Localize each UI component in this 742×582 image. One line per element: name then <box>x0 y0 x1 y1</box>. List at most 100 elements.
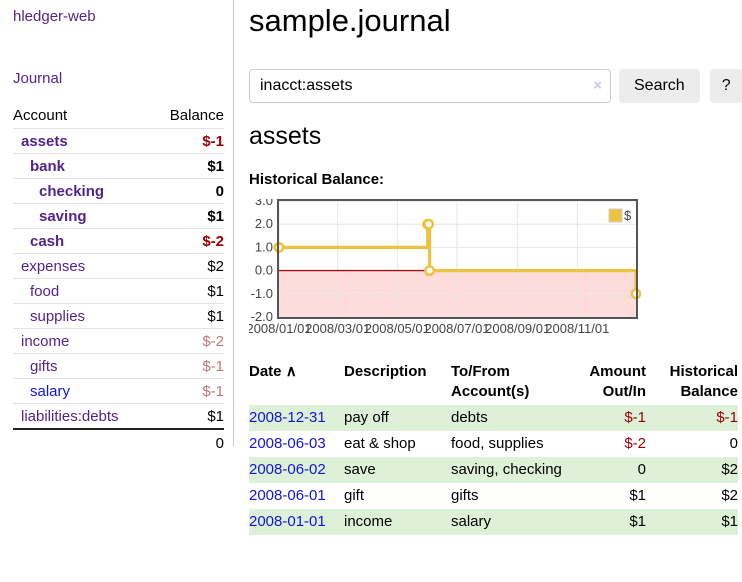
transaction-description: income <box>344 513 393 530</box>
search-input[interactable] <box>249 69 611 103</box>
account-heading: assets <box>249 122 322 150</box>
sidebar-account-link[interactable]: bank <box>30 157 66 175</box>
sidebar-divider <box>233 0 234 446</box>
svg-text:2.0: 2.0 <box>255 216 273 231</box>
register-header-balance: Historical Balance <box>669 363 738 400</box>
sidebar-account-row: bank $1 <box>13 153 224 179</box>
accounts-table: Account Balance assets $-1 bank $1 check… <box>13 104 224 456</box>
sidebar-account-row: cash $-2 <box>13 228 224 254</box>
sidebar-account-link[interactable]: checking <box>39 182 105 200</box>
svg-text:2008/05/01: 2008/05/01 <box>365 321 430 336</box>
register-table: Date ∧ Description To/From Account(s) Am… <box>249 359 738 535</box>
sidebar-account-row: income $-2 <box>13 328 224 354</box>
transaction-amount: $-2 <box>624 435 646 452</box>
register-header-date-label: Date <box>249 363 282 380</box>
transaction-accounts: salary <box>451 513 492 530</box>
clear-search-icon[interactable]: × <box>593 77 602 94</box>
sidebar-account-row: saving $1 <box>13 203 224 229</box>
transaction-description: save <box>344 461 376 478</box>
register-row: 2008-06-03 eat & shop food, supplies $-2… <box>249 431 738 457</box>
sidebar-account-link[interactable]: assets <box>21 132 68 150</box>
search-button[interactable]: Search <box>619 69 700 103</box>
sidebar-account-balance: $-2 <box>202 232 224 250</box>
register-header-date: Date ∧ <box>249 359 344 405</box>
transaction-description: gift <box>344 487 365 504</box>
sidebar-account-row: assets $-1 <box>13 128 224 154</box>
svg-text:3.0: 3.0 <box>255 199 273 208</box>
sidebar-account-link[interactable]: liabilities:debts <box>21 407 119 425</box>
transaction-balance: $2 <box>721 487 738 504</box>
transaction-description: pay off <box>344 409 389 426</box>
sidebar-account-row: expenses $2 <box>13 253 224 279</box>
transaction-amount: $1 <box>629 487 646 504</box>
transaction-balance: $-1 <box>716 409 738 426</box>
sidebar-account-row: salary $-1 <box>13 378 224 404</box>
historical-balance-chart: 3.0 2.0 1.0 0.0 -1.0 -2.0 2008/01/01 2008/03/01… <box>246 193 742 343</box>
register-row: 2008-06-02 save saving, checking 0 $2 <box>249 457 738 483</box>
accounts-total-row: 0 <box>13 428 224 456</box>
sidebar-account-balance: 0 <box>215 182 224 200</box>
transaction-date-link[interactable]: 2008-12-31 <box>249 409 326 426</box>
sidebar-account-link[interactable]: salary <box>30 382 71 400</box>
sidebar-account-link[interactable]: income <box>21 332 70 350</box>
sidebar-account-balance: $1 <box>207 207 224 225</box>
transaction-balance: 0 <box>729 435 738 452</box>
transaction-amount: $1 <box>629 513 646 530</box>
search-input-wrap: × <box>249 69 611 103</box>
svg-text:-2.0: -2.0 <box>251 309 273 324</box>
sidebar-account-row: checking 0 <box>13 178 224 204</box>
sidebar-account-balance: $1 <box>207 157 224 175</box>
sidebar-account-link[interactable]: saving <box>39 207 87 225</box>
transaction-accounts: saving, checking <box>451 461 562 478</box>
register-row: 2008-12-31 pay off debts $-1 $-1 <box>249 405 738 431</box>
sidebar-account-link[interactable]: expenses <box>21 257 86 275</box>
spacer <box>13 428 153 456</box>
transaction-accounts: gifts <box>451 487 479 504</box>
accounts-table-header: Account Balance <box>13 104 224 129</box>
transaction-date-link[interactable]: 2008-06-03 <box>249 435 326 452</box>
svg-text:2008/11/01: 2008/11/01 <box>545 321 609 336</box>
transaction-balance: $1 <box>721 513 738 530</box>
transaction-date-link[interactable]: 2008-06-01 <box>249 487 326 504</box>
accounts-header-account: Account <box>13 107 68 124</box>
register-header-row: Date ∧ Description To/From Account(s) Am… <box>249 359 738 405</box>
transaction-date-link[interactable]: 2008-01-01 <box>249 513 326 530</box>
sidebar-account-balance: $-1 <box>202 132 224 150</box>
sidebar-item-journal[interactable]: Journal <box>13 70 63 87</box>
sidebar-account-row: liabilities:debts $1 <box>13 403 224 430</box>
svg-text:1.0: 1.0 <box>255 239 273 254</box>
svg-text:2008/09/01: 2008/09/01 <box>485 321 550 336</box>
register-row: 2008-01-01 income salary $1 $1 <box>249 509 738 535</box>
sidebar-account-link[interactable]: supplies <box>30 307 86 325</box>
page: hledger-web Journal Account Balance asse… <box>0 0 742 535</box>
register-header-description: Description <box>344 363 427 380</box>
transaction-accounts: food, supplies <box>451 435 544 452</box>
svg-text:2008/01/01: 2008/01/01 <box>249 321 312 336</box>
page-title: sample.journal <box>249 3 451 38</box>
accounts-header-balance: Balance <box>169 107 224 124</box>
sidebar-account-balance: $-2 <box>202 332 224 350</box>
svg-text:-1.0: -1.0 <box>251 286 273 301</box>
main-content: sample.journal × Search ? assets Histori… <box>234 0 742 535</box>
sort-ascending-icon: ∧ <box>285 363 297 380</box>
sidebar-account-balance: $2 <box>207 257 224 275</box>
sidebar-account-link[interactable]: cash <box>30 232 65 250</box>
sidebar-account-link[interactable]: gifts <box>30 357 58 375</box>
chart-canvas: 3.0 2.0 1.0 0.0 -1.0 -2.02008/01/012008/03/01… <box>246 193 642 336</box>
svg-text:$: $ <box>624 208 632 223</box>
brand-link[interactable]: hledger-web <box>13 8 96 25</box>
chart-title: Historical Balance: <box>249 171 385 188</box>
sidebar-account-link[interactable]: food <box>30 282 60 300</box>
transaction-balance: $2 <box>721 461 738 478</box>
register-header-accounts: To/From Account(s) <box>451 363 530 400</box>
sidebar: hledger-web Journal Account Balance asse… <box>0 0 234 535</box>
sidebar-account-balance: $1 <box>207 307 224 325</box>
sidebar-account-balance: $1 <box>207 407 224 425</box>
sidebar-account-row: gifts $-1 <box>13 353 224 379</box>
svg-text:0.0: 0.0 <box>255 263 273 278</box>
svg-text:2008/03/01: 2008/03/01 <box>305 321 370 336</box>
help-button[interactable]: ? <box>709 69 742 103</box>
transaction-date-link[interactable]: 2008-06-02 <box>249 461 326 478</box>
search-bar: × Search ? <box>249 69 742 103</box>
sidebar-account-balance: $1 <box>207 282 224 300</box>
